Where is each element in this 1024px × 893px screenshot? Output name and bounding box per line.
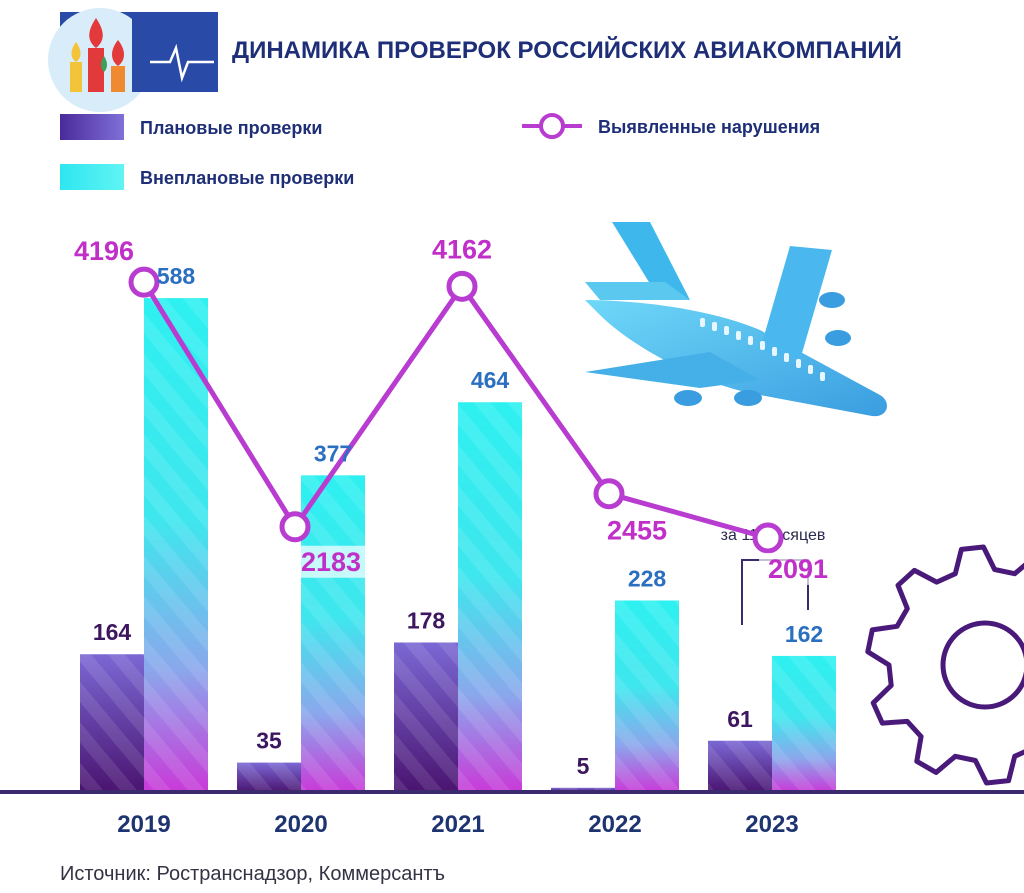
x-tick-2020: 2020 xyxy=(274,811,327,838)
label-unplanned-2021: 464 xyxy=(471,367,510,393)
violations-point-2020 xyxy=(279,511,311,543)
bar-unplanned-stripes-2020 xyxy=(301,475,365,792)
x-tick-2022: 2022 xyxy=(588,811,641,838)
label-planned-2019: 164 xyxy=(93,619,132,645)
label-unplanned-2023: 162 xyxy=(785,621,823,647)
violations-label-bg-2023 xyxy=(759,552,837,585)
bar-unplanned-stripes-2021 xyxy=(458,402,522,792)
legend-item-planned: Плановые проверки xyxy=(60,114,322,140)
bar-planned-stripes-2023 xyxy=(708,740,772,792)
label-violations-2022: 2455 xyxy=(607,516,667,546)
x-axis-tick-labels: 2019 2020 2021 2022 2023 xyxy=(117,811,798,838)
bars-overlay xyxy=(80,298,836,792)
label-violations-2020: 2183 xyxy=(301,547,361,577)
chart-title: ДИНАМИКА ПРОВЕРОК РОССИЙСКИХ АВИАКОМПАНИ… xyxy=(232,36,902,64)
violations-point-2022 xyxy=(593,478,625,510)
label-unplanned-2022: 228 xyxy=(628,565,667,591)
legend-label-planned: Плановые проверки xyxy=(140,118,322,138)
label-violations-2019: 4196 xyxy=(74,236,134,266)
bar-unplanned-stripes-2022 xyxy=(615,600,679,792)
logo-icon xyxy=(48,8,218,112)
legend-swatch-unplanned xyxy=(60,164,124,190)
label-planned-2022: 5 xyxy=(577,753,590,779)
bar-unplanned-stripes-2019 xyxy=(144,298,208,792)
legend-label-violations: Выявленные нарушения xyxy=(598,117,820,137)
violations-label-bg-2022 xyxy=(598,514,676,547)
gear-icon xyxy=(865,544,1024,786)
label-unplanned-2019: 588 xyxy=(157,263,196,289)
violations-point-2023 xyxy=(752,522,784,554)
x-tick-2019: 2019 xyxy=(117,811,170,838)
legend-label-unplanned: Внеплановые проверки xyxy=(140,168,354,188)
label-planned-2023: 61 xyxy=(727,706,753,732)
violations-point-2021 xyxy=(446,270,478,302)
labels-layer: 164 588 35 377 178 464 5 228 61 162 4196 2183 4162 24… xyxy=(74,234,837,779)
bar-planned-stripes-2022 xyxy=(551,787,615,792)
source-text: Источник: Ространснадзор, Коммерсантъ xyxy=(60,863,445,885)
airplane-icon xyxy=(585,222,887,417)
label-violations-2023: 2091 xyxy=(768,554,828,584)
bar-unplanned-stripes-2023 xyxy=(772,655,836,792)
label-unplanned-2020: 377 xyxy=(314,440,352,466)
x-tick-2021: 2021 xyxy=(431,811,484,838)
violations-label-bg-2020 xyxy=(292,545,370,578)
legend-item-unplanned: Внеплановые проверки xyxy=(60,164,354,190)
violations-point-2019 xyxy=(128,266,160,298)
violations-line-layer xyxy=(128,266,784,554)
label-planned-2020: 35 xyxy=(256,728,282,754)
bar-planned-stripes-2021 xyxy=(394,642,458,792)
bar-planned-stripes-2019 xyxy=(80,654,144,792)
x-tick-2023: 2023 xyxy=(745,811,798,838)
legend-marker-violations xyxy=(539,113,565,139)
label-planned-2021: 178 xyxy=(407,607,446,633)
legend-swatch-planned xyxy=(60,114,124,140)
bar-planned-stripes-2020 xyxy=(237,762,301,792)
legend-item-violations: Выявленные нарушения xyxy=(522,113,820,139)
legend: Плановые проверки Внеплановые проверки В… xyxy=(60,113,820,190)
label-violations-2021: 4162 xyxy=(432,234,492,264)
